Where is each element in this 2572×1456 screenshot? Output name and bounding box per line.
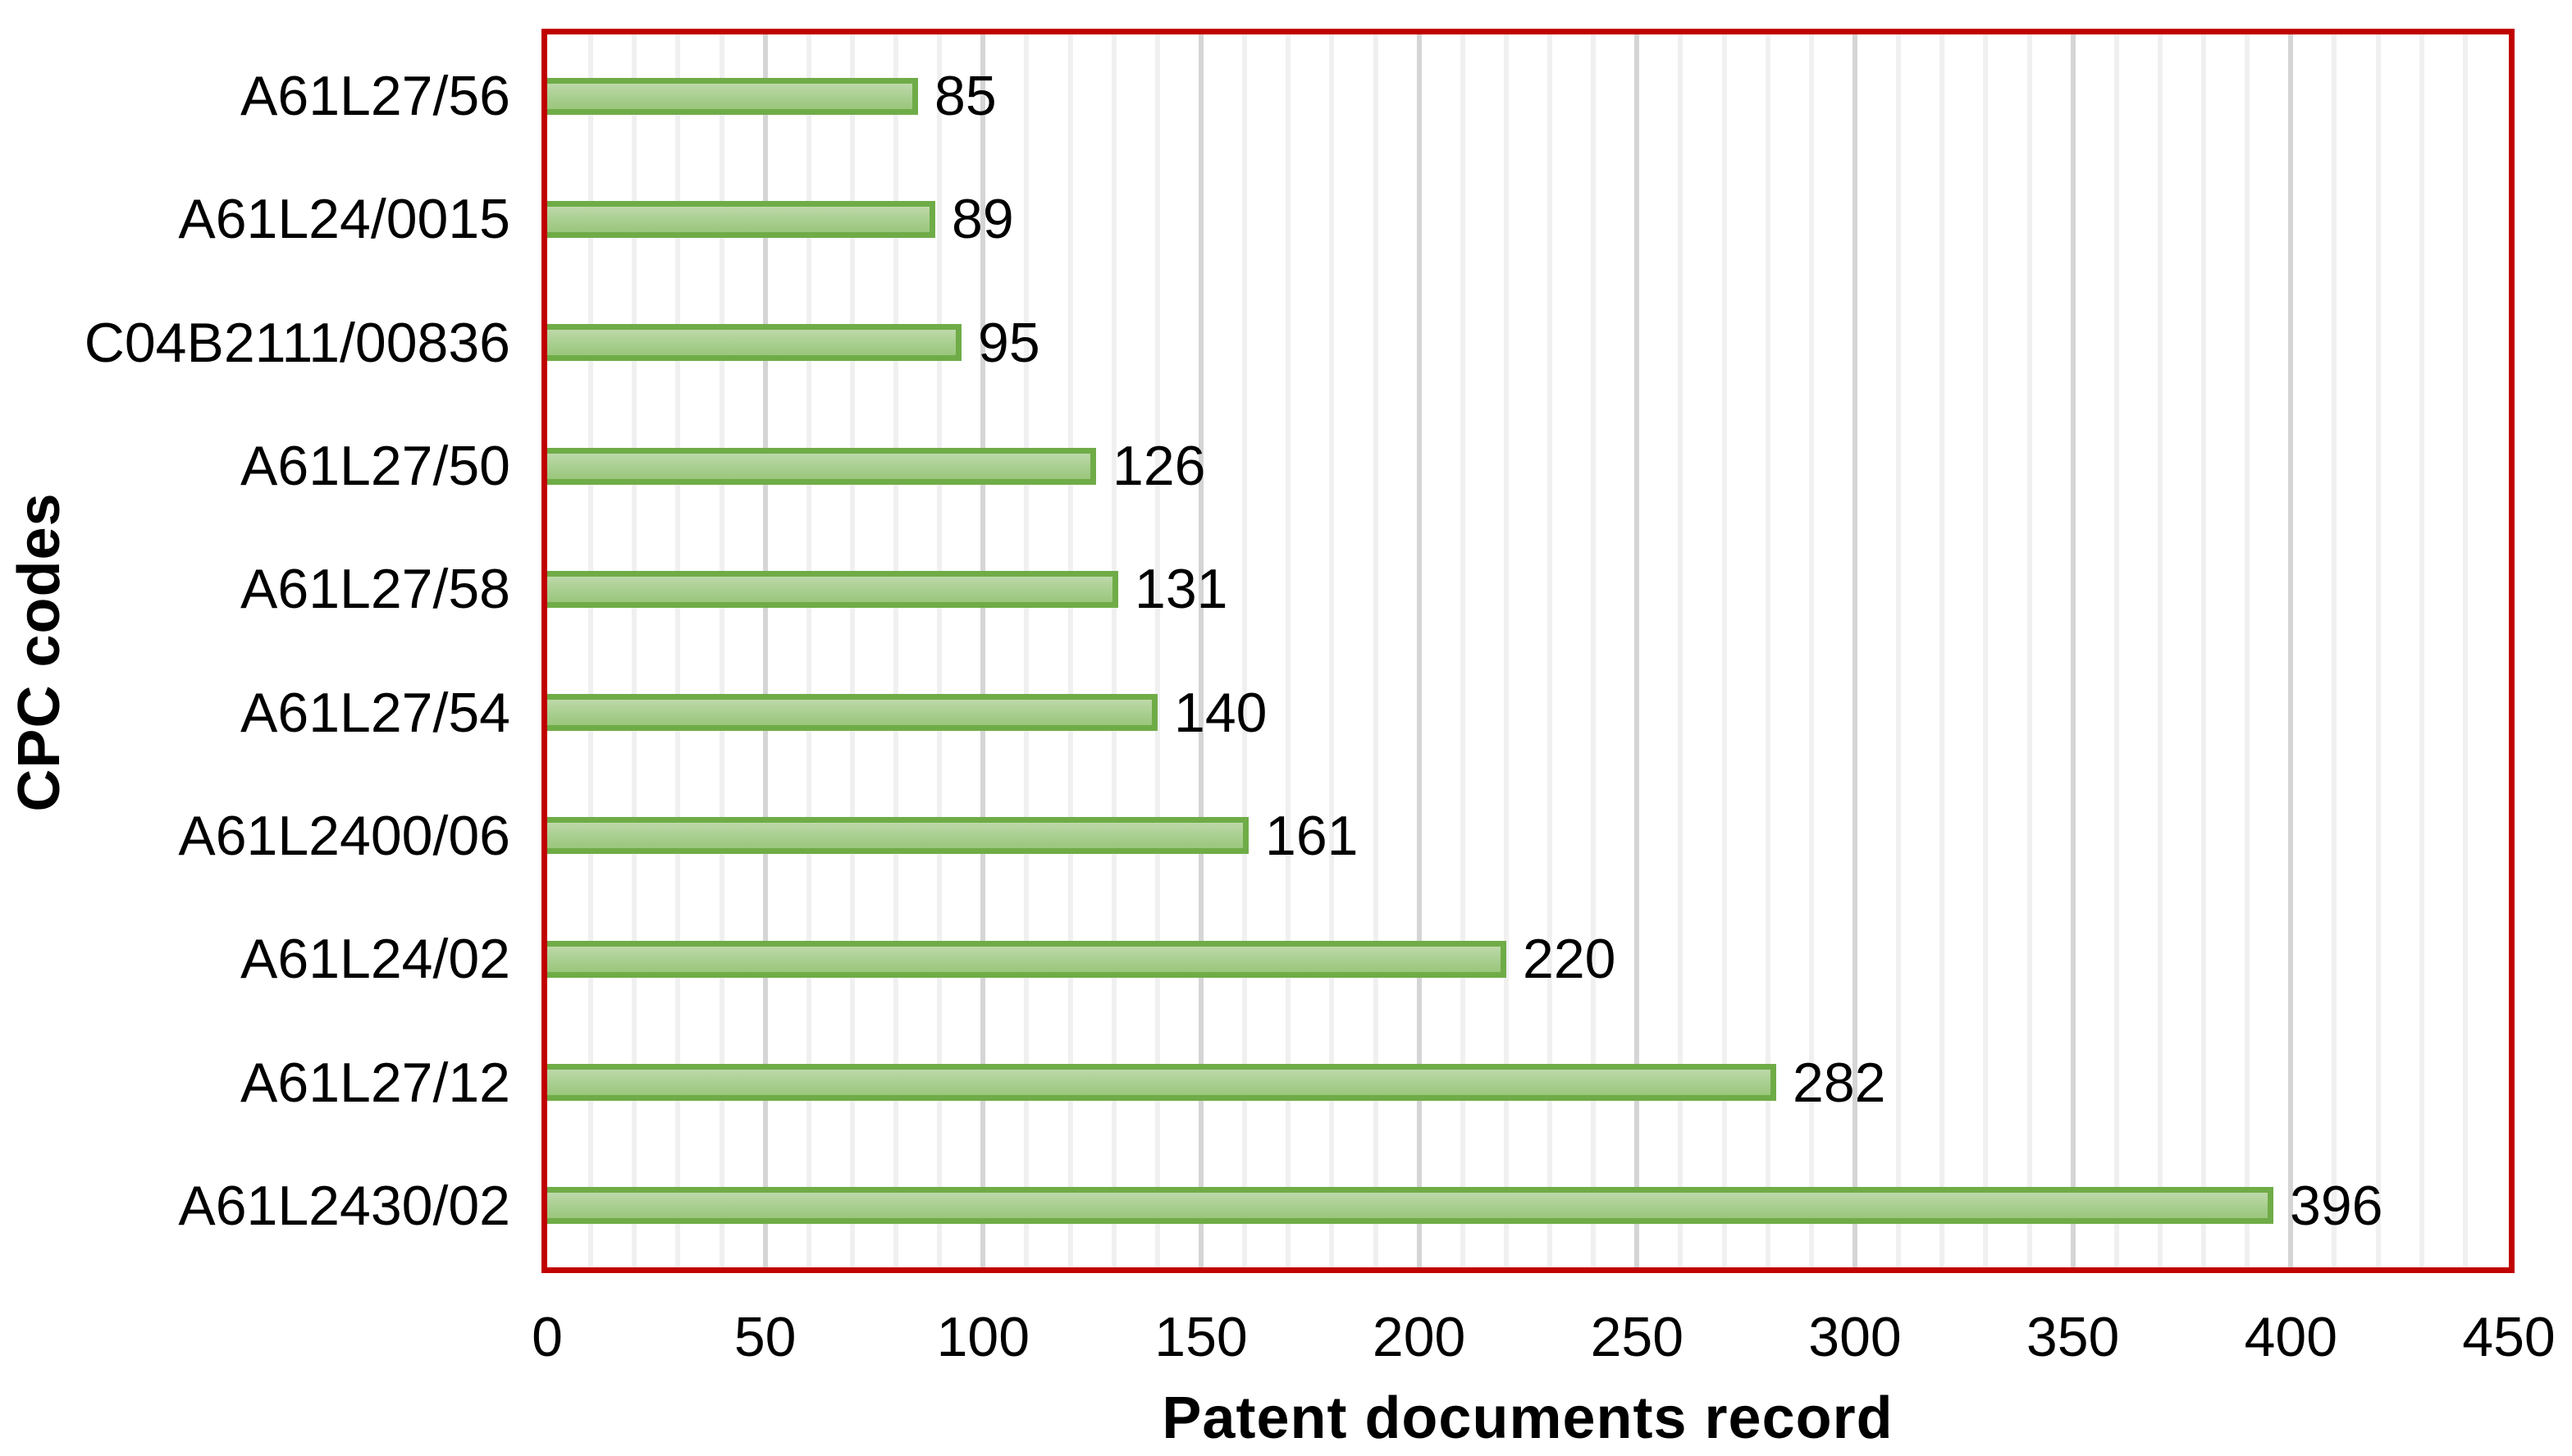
minor-gridline bbox=[2375, 34, 2381, 1267]
bar-value-label: 126 bbox=[1112, 435, 1206, 498]
x-tick-label: 300 bbox=[1808, 1306, 1902, 1368]
x-tick-label: 200 bbox=[1372, 1306, 1466, 1368]
minor-gridline bbox=[1896, 34, 1902, 1267]
minor-gridline bbox=[937, 34, 943, 1267]
bar-value-label: 396 bbox=[2290, 1174, 2383, 1237]
minor-gridline bbox=[1591, 34, 1597, 1267]
minor-gridline bbox=[1765, 34, 1770, 1267]
minor-gridline bbox=[1067, 34, 1073, 1267]
bar-A61L24/02 bbox=[547, 940, 1506, 978]
bar-value-label: 89 bbox=[952, 188, 1014, 251]
bar-A61L27/50 bbox=[547, 447, 1096, 485]
bar-value-label: 140 bbox=[1174, 681, 1268, 744]
bar-A61L2400/06 bbox=[547, 817, 1249, 855]
bar-A61L27/56 bbox=[547, 77, 918, 115]
bar-value-label: 95 bbox=[978, 311, 1040, 374]
minor-gridline bbox=[1024, 34, 1030, 1267]
bar-value-label: 131 bbox=[1135, 558, 1228, 621]
minor-gridline bbox=[1242, 34, 1248, 1267]
x-tick-label: 0 bbox=[532, 1306, 563, 1368]
minor-gridline bbox=[675, 34, 681, 1267]
major-gridline bbox=[2288, 34, 2294, 1267]
major-gridline bbox=[2070, 34, 2076, 1267]
bar-value-label: 220 bbox=[1523, 928, 1616, 991]
minor-gridline bbox=[1808, 34, 1814, 1267]
minor-gridline bbox=[1329, 34, 1335, 1267]
minor-gridline bbox=[2332, 34, 2337, 1267]
minor-gridline bbox=[1373, 34, 1378, 1267]
major-gridline bbox=[1416, 34, 1422, 1267]
minor-gridline bbox=[2419, 34, 2424, 1267]
minor-gridline bbox=[2026, 34, 2032, 1267]
x-tick-label: 50 bbox=[733, 1306, 797, 1368]
bar-value-label: 282 bbox=[1793, 1051, 1886, 1114]
x-tick-label: 150 bbox=[1154, 1306, 1248, 1368]
category-label: A61L27/58 bbox=[240, 558, 510, 621]
minor-gridline bbox=[588, 34, 594, 1267]
bar-A61L27/54 bbox=[547, 694, 1158, 732]
bar-A61L27/12 bbox=[547, 1064, 1776, 1102]
minor-gridline bbox=[1983, 34, 1989, 1267]
major-gridline bbox=[980, 34, 986, 1267]
x-axis-title: Patent documents record bbox=[1162, 1385, 1894, 1451]
category-label: A61L27/56 bbox=[240, 65, 510, 128]
minor-gridline bbox=[632, 34, 637, 1267]
minor-gridline bbox=[1547, 34, 1553, 1267]
category-label: A61L24/02 bbox=[240, 928, 510, 991]
minor-gridline bbox=[1503, 34, 1509, 1267]
minor-gridline bbox=[2157, 34, 2163, 1267]
bar-C04B2111/00836 bbox=[547, 324, 962, 362]
minor-gridline bbox=[719, 34, 724, 1267]
minor-gridline bbox=[806, 34, 811, 1267]
minor-gridline bbox=[1111, 34, 1117, 1267]
bar-A61L27/58 bbox=[547, 570, 1118, 608]
minor-gridline bbox=[849, 34, 855, 1267]
category-label: A61L27/50 bbox=[240, 435, 510, 498]
minor-gridline bbox=[1678, 34, 1683, 1267]
x-tick-label: 350 bbox=[2026, 1306, 2120, 1368]
category-label: A61L2430/02 bbox=[178, 1174, 510, 1237]
bar-A61L24/0015 bbox=[547, 200, 935, 238]
plot-area bbox=[541, 29, 2515, 1273]
major-gridline bbox=[1634, 34, 1640, 1267]
x-tick-label: 100 bbox=[936, 1306, 1030, 1368]
bar-A61L2430/02 bbox=[547, 1187, 2273, 1225]
minor-gridline bbox=[1721, 34, 1727, 1267]
minor-gridline bbox=[2201, 34, 2207, 1267]
minor-gridline bbox=[2245, 34, 2250, 1267]
minor-gridline bbox=[1286, 34, 1291, 1267]
minor-gridline bbox=[1460, 34, 1465, 1267]
bar-value-label: 85 bbox=[934, 65, 997, 128]
category-label: A61L24/0015 bbox=[178, 188, 510, 251]
minor-gridline bbox=[893, 34, 899, 1267]
major-gridline bbox=[762, 34, 768, 1267]
major-gridline bbox=[1852, 34, 1857, 1267]
minor-gridline bbox=[1154, 34, 1160, 1267]
x-tick-label: 400 bbox=[2244, 1306, 2338, 1368]
major-gridline bbox=[1199, 34, 1204, 1267]
x-tick-label: 250 bbox=[1590, 1306, 1684, 1368]
minor-gridline bbox=[1939, 34, 1945, 1267]
x-tick-label: 450 bbox=[2462, 1306, 2556, 1368]
bar-value-label: 161 bbox=[1265, 804, 1359, 867]
category-label: C04B2111/00836 bbox=[84, 311, 510, 374]
category-label: A61L27/12 bbox=[240, 1051, 510, 1114]
minor-gridline bbox=[2113, 34, 2119, 1267]
category-label: A61L27/54 bbox=[240, 681, 510, 744]
minor-gridline bbox=[2462, 34, 2468, 1267]
category-label: A61L2400/06 bbox=[178, 804, 510, 867]
